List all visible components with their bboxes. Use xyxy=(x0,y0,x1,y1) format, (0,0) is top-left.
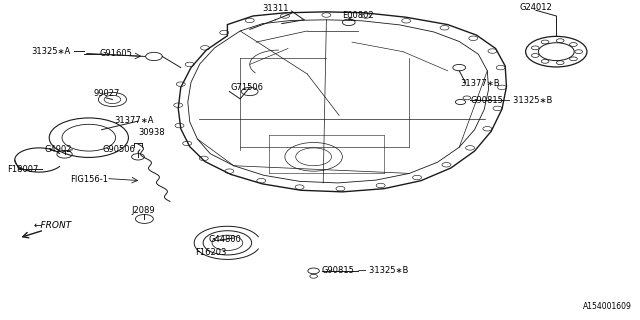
Text: FIG156-1: FIG156-1 xyxy=(70,175,108,184)
Text: ←FRONT: ←FRONT xyxy=(34,221,72,230)
Text: 99027: 99027 xyxy=(93,89,120,98)
Text: F16203: F16203 xyxy=(195,248,227,257)
Text: G91605: G91605 xyxy=(100,49,132,58)
Text: G90815: G90815 xyxy=(322,266,355,276)
Text: 30938: 30938 xyxy=(138,128,164,137)
Text: J2089: J2089 xyxy=(132,206,156,215)
Text: G44800: G44800 xyxy=(208,235,241,244)
Text: G4902: G4902 xyxy=(44,145,72,154)
Text: G90506: G90506 xyxy=(103,145,136,154)
Text: — 31325∗B: — 31325∗B xyxy=(358,266,409,276)
Text: A154001609: A154001609 xyxy=(583,302,632,311)
Text: E00802: E00802 xyxy=(342,11,373,20)
Text: G24012: G24012 xyxy=(520,3,552,12)
Text: G71506: G71506 xyxy=(230,83,264,92)
Text: 31377∗B: 31377∗B xyxy=(461,79,500,88)
Text: 31311: 31311 xyxy=(262,4,289,13)
Text: — 31325∗B: — 31325∗B xyxy=(502,96,552,105)
Text: F18007: F18007 xyxy=(7,165,38,174)
Text: 31377∗A: 31377∗A xyxy=(115,116,154,125)
Text: 31325∗A: 31325∗A xyxy=(31,46,70,56)
Text: G90815: G90815 xyxy=(470,96,503,105)
